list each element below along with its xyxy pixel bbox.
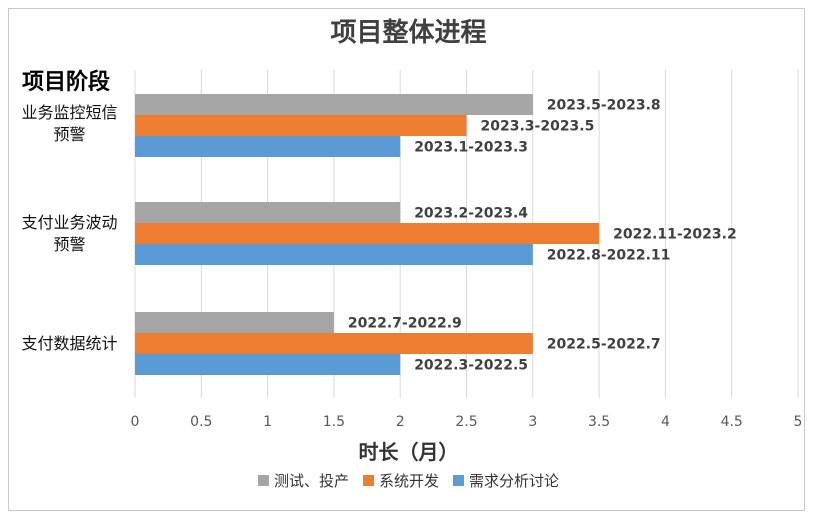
x-axis-label: 时长（月） — [358, 440, 459, 464]
chart-title: 项目整体进程 — [330, 18, 487, 48]
bar-2-1 — [135, 333, 533, 354]
x-tick-label-7: 3.5 — [588, 414, 610, 430]
data-label-0-2: 2023.1-2023.3 — [414, 140, 528, 156]
data-label-1-2: 2022.8-2022.11 — [547, 248, 671, 264]
category-label-1: 支付业务波动 预警 — [12, 212, 127, 256]
bar-1-0 — [135, 202, 401, 223]
bar-1-2 — [135, 244, 533, 265]
legend: 测试、投产 系统开发 需求分析讨论 — [0, 470, 817, 491]
category-label-1-line1: 支付业务波动 — [21, 213, 118, 232]
legend-item-2: 需求分析讨论 — [453, 470, 559, 491]
data-label-2-1: 2022.5-2022.7 — [547, 337, 661, 353]
x-tick-label-10: 5 — [794, 414, 803, 430]
x-tick-label-9: 4.5 — [721, 414, 743, 430]
category-label-0: 业务监控短信 预警 — [12, 102, 127, 146]
category-label-0-line2: 预警 — [53, 125, 86, 144]
x-tick-labels: 0 0.5 1 1.5 2 2.5 3 3.5 4 4.5 5 — [131, 414, 803, 430]
category-label-2: 支付数据统计 — [12, 333, 127, 355]
data-label-1-0: 2023.2-2023.4 — [414, 206, 528, 222]
x-tick-label-8: 4 — [661, 414, 670, 430]
legend-label-0: 测试、投产 — [273, 472, 349, 490]
bar-0-1 — [135, 115, 467, 136]
bars — [135, 94, 600, 375]
category-label-2-line1: 支付数据统计 — [21, 334, 118, 353]
x-tick-label-4: 2 — [396, 414, 405, 430]
data-label-2-2: 2022.3-2022.5 — [414, 358, 528, 374]
legend-swatch-2 — [453, 475, 464, 486]
category-label-0-line1: 业务监控短信 — [21, 103, 118, 122]
chart-frame — [8, 8, 805, 511]
x-tick-label-5: 2.5 — [455, 414, 477, 430]
bar-labels: 2023.5-2023.8 2023.3-2023.5 2023.1-2023.3 2… — [348, 98, 737, 374]
data-label-2-0: 2022.7-2022.9 — [348, 316, 462, 332]
bar-0-2 — [135, 136, 401, 157]
x-tick-label-2: 1 — [263, 414, 272, 430]
category-label-1-line2: 预警 — [53, 235, 86, 254]
legend-item-0: 测试、投产 — [257, 470, 349, 491]
category-axis-header: 项目阶段 — [22, 70, 111, 95]
legend-item-1: 系统开发 — [362, 470, 439, 491]
x-tick-label-3: 1.5 — [323, 414, 345, 430]
data-label-0-1: 2023.3-2023.5 — [481, 119, 595, 135]
legend-label-2: 需求分析讨论 — [469, 472, 560, 490]
bar-2-2 — [135, 354, 401, 375]
bar-2-0 — [135, 312, 334, 333]
legend-swatch-1 — [362, 475, 374, 486]
legend-swatch-0 — [257, 475, 269, 486]
x-tick-label-6: 3 — [528, 414, 537, 430]
bar-0-0 — [135, 94, 533, 115]
legend-label-1: 系统开发 — [378, 472, 439, 490]
bar-1-1 — [135, 223, 600, 244]
x-tick-label-0: 0 — [131, 414, 140, 430]
x-tick-label-1: 0.5 — [190, 414, 212, 430]
data-label-0-0: 2023.5-2023.8 — [547, 98, 661, 114]
data-label-1-1: 2022.11-2023.2 — [613, 227, 737, 243]
